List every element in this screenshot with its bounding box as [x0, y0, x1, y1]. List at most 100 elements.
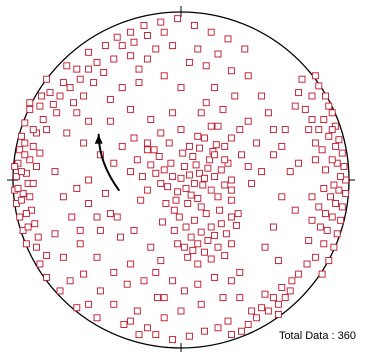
data-point [96, 226, 104, 234]
data-point [130, 134, 138, 142]
data-point [211, 273, 219, 281]
data-point [204, 237, 212, 244]
data-point [201, 174, 208, 182]
data-point [85, 300, 93, 308]
data-point [328, 109, 336, 117]
data-point [227, 186, 235, 194]
data-point [241, 45, 249, 53]
data-point [221, 252, 229, 260]
data-point [22, 210, 30, 218]
data-point [207, 223, 215, 231]
data-point [118, 84, 126, 92]
data-point [110, 55, 118, 63]
data-point [303, 260, 311, 268]
data-point [106, 210, 114, 218]
data-point [274, 300, 282, 308]
data-point [182, 184, 190, 192]
data-point [216, 206, 224, 214]
data-point [211, 84, 219, 92]
data-point [206, 156, 214, 164]
data-point [278, 142, 286, 150]
data-point [56, 287, 64, 295]
data-point [160, 28, 168, 36]
data-point [167, 159, 175, 167]
data-point [152, 268, 160, 276]
data-point [318, 270, 326, 278]
data-point [328, 126, 336, 134]
data-point [21, 139, 29, 147]
data-point [192, 161, 200, 169]
data-point [29, 126, 37, 134]
data-point [207, 255, 215, 263]
data-point [29, 179, 37, 187]
data-point [201, 327, 208, 335]
data-point [236, 126, 244, 134]
data-point [187, 233, 195, 241]
data-point [133, 156, 141, 164]
data-point [197, 300, 205, 308]
data-point [308, 193, 316, 201]
data-point [227, 240, 235, 248]
data-point [219, 294, 227, 302]
data-point [335, 186, 343, 194]
data-point [180, 287, 188, 295]
data-point [12, 173, 20, 181]
data-point [189, 247, 197, 255]
data-point [190, 179, 198, 187]
data-point [325, 102, 333, 110]
data-point [140, 277, 148, 285]
data-point [85, 48, 93, 56]
data-point [143, 324, 151, 332]
data-point [143, 32, 151, 39]
data-point [244, 321, 252, 328]
data-point [269, 294, 277, 302]
data-point [315, 203, 323, 211]
data-point [113, 33, 121, 41]
data-point [101, 189, 109, 197]
data-point [93, 253, 101, 261]
data-point [21, 151, 29, 159]
data-point [316, 223, 324, 231]
data-point [174, 188, 182, 196]
data-point [196, 169, 203, 177]
data-point [127, 317, 135, 325]
data-point [73, 109, 81, 117]
data-point [308, 216, 316, 224]
data-point [59, 193, 67, 201]
data-point [190, 21, 198, 29]
data-point [93, 58, 101, 66]
data-point [164, 183, 172, 191]
data-point [202, 62, 210, 70]
data-point [137, 196, 145, 204]
data-point [177, 174, 185, 182]
data-point [258, 92, 266, 100]
data-point [320, 184, 328, 192]
data-point [227, 176, 235, 184]
data-point [264, 307, 272, 315]
data-point [286, 168, 294, 176]
data-point [85, 65, 93, 73]
data-point [264, 109, 272, 117]
data-point [269, 126, 277, 134]
data-point [135, 331, 143, 339]
data-point [180, 243, 188, 251]
data-point [214, 324, 222, 332]
data-point [106, 95, 114, 103]
data-point [184, 200, 192, 207]
data-point [160, 294, 168, 302]
data-point [232, 221, 240, 229]
data-point [66, 84, 74, 92]
data-point [291, 102, 299, 110]
data-point [261, 290, 269, 298]
data-point [333, 230, 341, 238]
data-point [342, 189, 350, 197]
data-point [22, 240, 30, 248]
data-point [224, 35, 232, 43]
data-point [179, 149, 187, 157]
data-point [244, 117, 252, 125]
data-point [325, 132, 333, 140]
data-point [308, 92, 316, 100]
data-point [127, 28, 135, 36]
data-point [90, 79, 98, 87]
data-point [170, 206, 178, 214]
